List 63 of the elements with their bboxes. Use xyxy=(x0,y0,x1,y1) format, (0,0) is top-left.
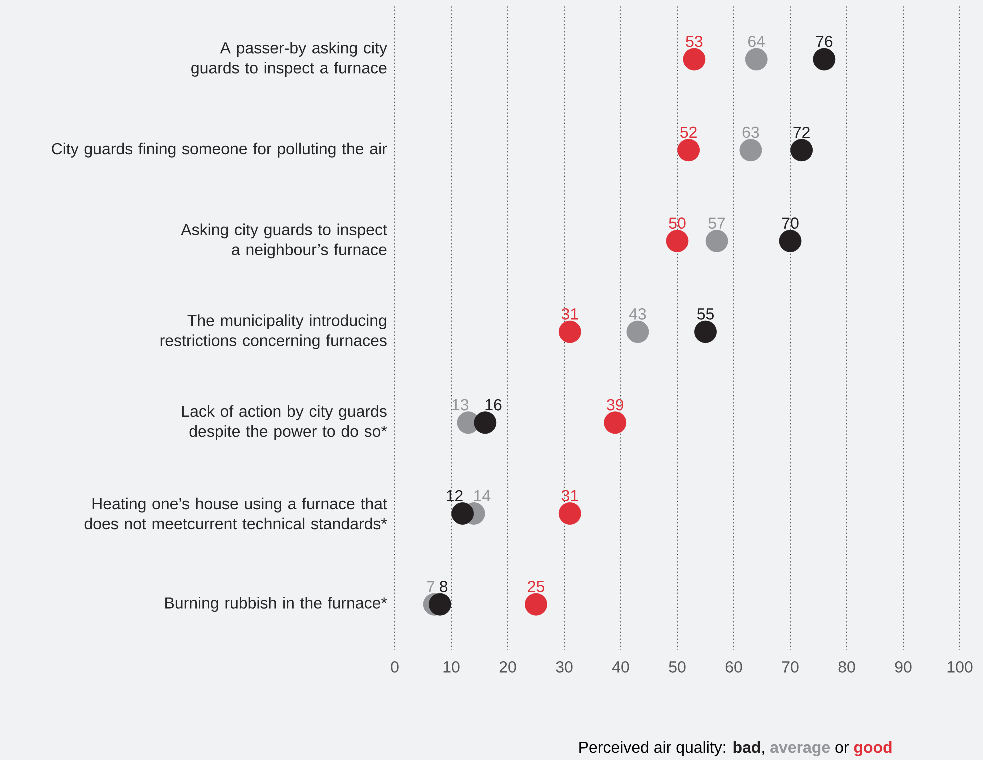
legend-title: Perceived air quality: xyxy=(580,741,726,756)
data-label: 13 xyxy=(452,399,469,411)
x-tick-label: 70 xyxy=(782,662,799,673)
x-tick-label: 100 xyxy=(948,662,973,673)
data-label: 7 xyxy=(427,581,435,592)
point xyxy=(813,48,836,71)
data-label: 57 xyxy=(708,218,726,230)
x-tick-label: 80 xyxy=(838,662,856,673)
data-label: 70 xyxy=(782,218,799,230)
data-label: 72 xyxy=(794,126,810,138)
point xyxy=(779,230,802,252)
y-tick-label: Asking city guards to inspect a neighbour’s furnace xyxy=(181,224,388,259)
data-label: 63 xyxy=(742,126,760,138)
point xyxy=(706,230,728,252)
point xyxy=(558,320,582,344)
y-tick-label: City guards fining someone for polluting the air xyxy=(52,142,388,158)
data-label: 52 xyxy=(680,126,697,138)
point xyxy=(740,139,762,162)
text: average xyxy=(770,744,830,756)
x-tick-label: 10 xyxy=(444,662,460,673)
y-tick-label: Lack of action by city guards despite the power to do so* xyxy=(182,405,388,440)
data-label: 39 xyxy=(607,399,624,411)
point xyxy=(525,593,548,616)
data-label: 31 xyxy=(562,308,578,320)
x-tick-label: 50 xyxy=(669,662,686,673)
data-label: 76 xyxy=(816,36,833,48)
x-tick-label: 40 xyxy=(612,662,630,673)
data-label: 16 xyxy=(486,399,502,411)
point xyxy=(745,48,768,71)
y-tick-label: A passer-by asking city guards to inspect a furnace xyxy=(192,42,388,77)
y-tick-label: Heating one’s house using a furnace that does not meetcurrent technical standards* xyxy=(84,498,388,530)
data-label: 8 xyxy=(440,581,448,592)
text: bad xyxy=(734,741,760,754)
text: or xyxy=(836,744,849,754)
data-label: 43 xyxy=(629,308,646,320)
x-tick-label: 20 xyxy=(500,662,516,673)
point xyxy=(429,593,452,616)
text: good xyxy=(854,741,892,756)
x-tick-label: 90 xyxy=(895,662,912,673)
data-label: 31 xyxy=(562,490,578,502)
point xyxy=(790,139,814,162)
data-label: 12 xyxy=(447,490,463,502)
point xyxy=(604,412,627,434)
x-tick-label: 60 xyxy=(726,662,742,673)
point xyxy=(452,502,474,525)
data-label: 53 xyxy=(686,36,703,48)
text: , xyxy=(762,751,764,756)
point xyxy=(474,412,497,434)
data-label: 25 xyxy=(528,581,544,592)
point xyxy=(694,320,717,344)
y-tick-label: The municipality introducing restrictions concerning furnaces xyxy=(160,314,387,350)
point xyxy=(666,230,689,252)
data-label: 55 xyxy=(697,308,714,320)
point xyxy=(683,48,706,71)
data-label: 64 xyxy=(748,36,766,48)
y-tick-label: Burning rubbish in the furnace* xyxy=(166,597,388,612)
data-label: 14 xyxy=(474,490,491,502)
point xyxy=(558,502,582,525)
point xyxy=(626,320,650,344)
data-label: 50 xyxy=(669,218,686,230)
point xyxy=(678,139,700,162)
x-tick-label: 0 xyxy=(391,662,399,673)
x-tick-label: 30 xyxy=(556,662,573,673)
